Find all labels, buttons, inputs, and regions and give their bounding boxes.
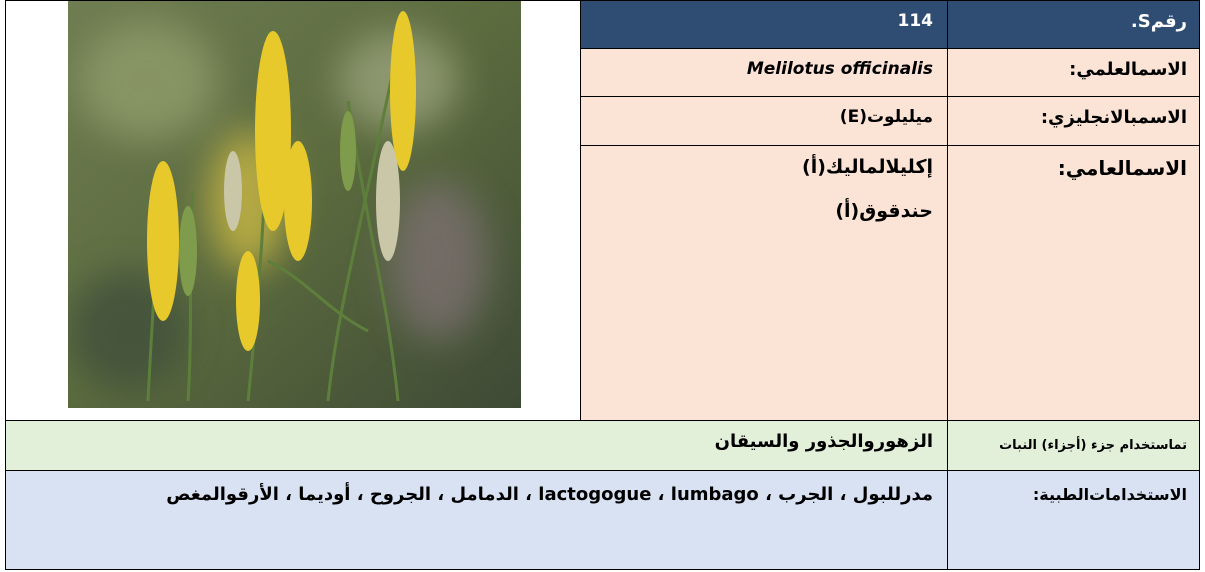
value-cell: الزهوروالجذور والسيقان (5, 420, 948, 471)
common-name: إكليلالماليك(أ) (802, 156, 933, 178)
value-cell: 114 (580, 0, 948, 49)
label-cell: الاسمالعلمي: (947, 48, 1200, 97)
image-cell (5, 0, 581, 421)
value-cell: Melilotus officinalis (580, 48, 948, 97)
label-cell: رقمS. (947, 0, 1200, 49)
label-cell: الاسمالعامي: (947, 145, 1200, 421)
label-cell: الاسمبالانجليزي: (947, 96, 1200, 146)
label-cell: الاستخدامات‌الطبية: (947, 470, 1200, 570)
value-cell: مدرللبول ، الجرب ، lactogogue ، lumbago … (5, 470, 948, 570)
label-cell: تماستخدام جزء (أجزاء) النبات (947, 420, 1200, 471)
plant-photo (68, 1, 521, 408)
common-name: حندقوق(أ) (835, 200, 933, 222)
value-cell: إكليلالماليك(أ) حندقوق(أ) (580, 145, 948, 421)
value-cell: ميليلوت(E) (580, 96, 948, 146)
